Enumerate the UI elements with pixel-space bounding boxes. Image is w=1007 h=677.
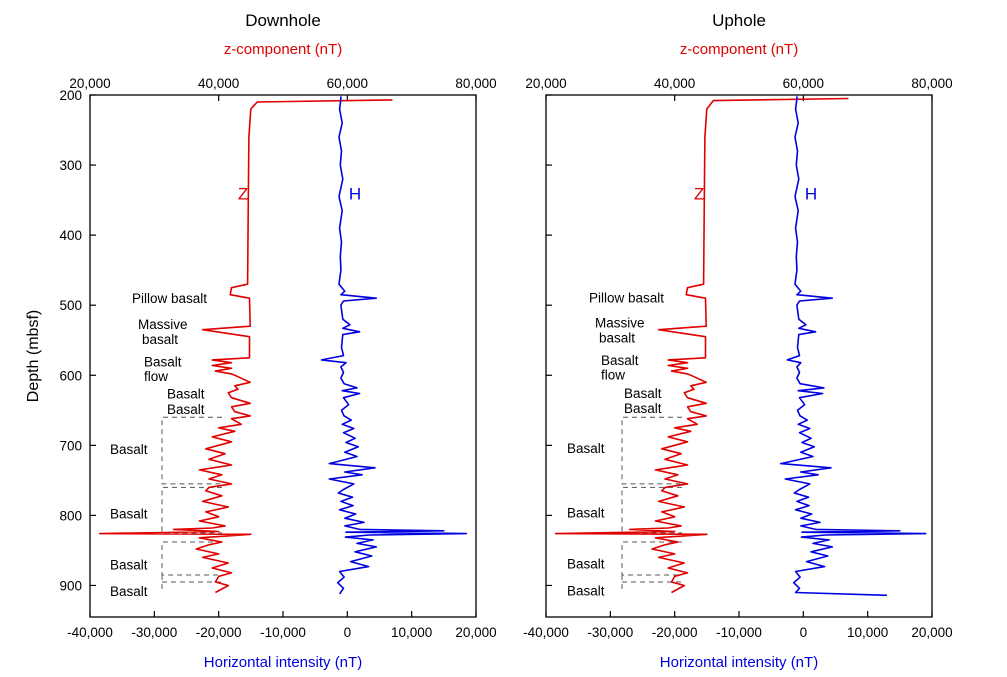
section-bracket (161, 416, 222, 485)
bottom-tick-label: 20,000 (455, 625, 496, 640)
bottom-tick-label: -10,000 (716, 625, 762, 640)
top-tick-label: 40,000 (654, 76, 695, 91)
lithology-label: flow (601, 368, 625, 383)
chart-title: Uphole (712, 11, 766, 30)
lithology-label: Basalt (110, 506, 148, 521)
section-bracket (621, 416, 682, 485)
top-tick-label: 20,000 (525, 76, 566, 91)
bottom-tick-label: 0 (344, 625, 352, 640)
top-tick-label: 80,000 (455, 76, 496, 91)
z-curve-label: Z (694, 184, 704, 203)
lithology-label: basalt (142, 332, 178, 347)
lithology-label: Basalt (567, 441, 605, 456)
z-component-line (554, 97, 849, 594)
top-tick-label: 60,000 (783, 76, 824, 91)
lithology-label: Basalt (624, 401, 662, 416)
lithology-label: Basalt (110, 442, 148, 457)
depth-tick-label: 200 (59, 88, 82, 103)
lithology-label: Massive (595, 316, 645, 331)
bottom-tick-label: 10,000 (847, 625, 888, 640)
lithology-label: flow (144, 369, 168, 384)
bottom-tick-label: -20,000 (196, 625, 242, 640)
bottom-tick-label: -40,000 (67, 625, 113, 640)
bottom-tick-label: -20,000 (652, 625, 698, 640)
depth-tick-label: 600 (59, 368, 82, 383)
lithology-label: basalt (599, 330, 635, 345)
h-intensity-line (779, 96, 927, 597)
lithology-label: Basalt (144, 354, 182, 369)
top-tick-label: 40,000 (198, 76, 239, 91)
lithology-label: Pillow basalt (589, 290, 664, 305)
chart-title: Downhole (245, 11, 321, 30)
lithology-label: Basalt (624, 386, 662, 401)
top-tick-label: 60,000 (327, 76, 368, 91)
h-intensity-line (320, 96, 468, 595)
lithology-label: Basalt (167, 386, 205, 401)
y-axis-title: Depth (mbsf) (25, 310, 42, 402)
h-axis-title: Horizontal intensity (nT) (660, 654, 818, 671)
bottom-tick-label: -10,000 (260, 625, 306, 640)
lithology-label: Basalt (567, 557, 605, 572)
lithology-label: Basalt (567, 506, 605, 521)
lithology-label: Massive (138, 317, 188, 332)
chart-panel-2: Uphole z-component (nT) Horizontal intensi… (523, 11, 953, 671)
h-curve-label: H (349, 184, 361, 203)
h-curve-label: H (805, 184, 817, 203)
section-bracket (161, 541, 222, 576)
top-tick-label: 80,000 (911, 76, 952, 91)
lithology-label: Basalt (110, 584, 148, 599)
depth-tick-label: 400 (59, 228, 82, 243)
bottom-tick-label: 0 (800, 625, 808, 640)
lithology-label: Pillow basalt (132, 291, 207, 306)
bottom-tick-label: -30,000 (587, 625, 633, 640)
section-bracket (621, 486, 682, 534)
z-curve-label: Z (238, 184, 248, 203)
lithology-label: Basalt (567, 583, 605, 598)
depth-tick-label: 700 (59, 438, 82, 453)
section-bracket (621, 541, 682, 576)
z-axis-title: z-component (nT) (680, 41, 798, 58)
depth-tick-label: 500 (59, 298, 82, 313)
z-component-line (98, 99, 393, 594)
bottom-tick-label: 20,000 (911, 625, 952, 640)
lithology-label: Basalt (110, 557, 148, 572)
depth-tick-label: 800 (59, 508, 82, 523)
depth-tick-label: 300 (59, 158, 82, 173)
bottom-tick-label: -30,000 (131, 625, 177, 640)
top-tick-label: 20,000 (69, 76, 110, 91)
depth-tick-label: 900 (59, 578, 82, 593)
lithology-label: Basalt (601, 353, 639, 368)
section-bracket (161, 486, 222, 534)
bottom-tick-label: -40,000 (523, 625, 569, 640)
lithology-label: Basalt (167, 402, 205, 417)
bottom-tick-label: 10,000 (391, 625, 432, 640)
chart-panel-1: Downhole z-component (nT) Horizontal inten… (25, 11, 497, 671)
z-axis-title: z-component (nT) (224, 41, 342, 58)
h-axis-title: Horizontal intensity (nT) (204, 654, 362, 671)
